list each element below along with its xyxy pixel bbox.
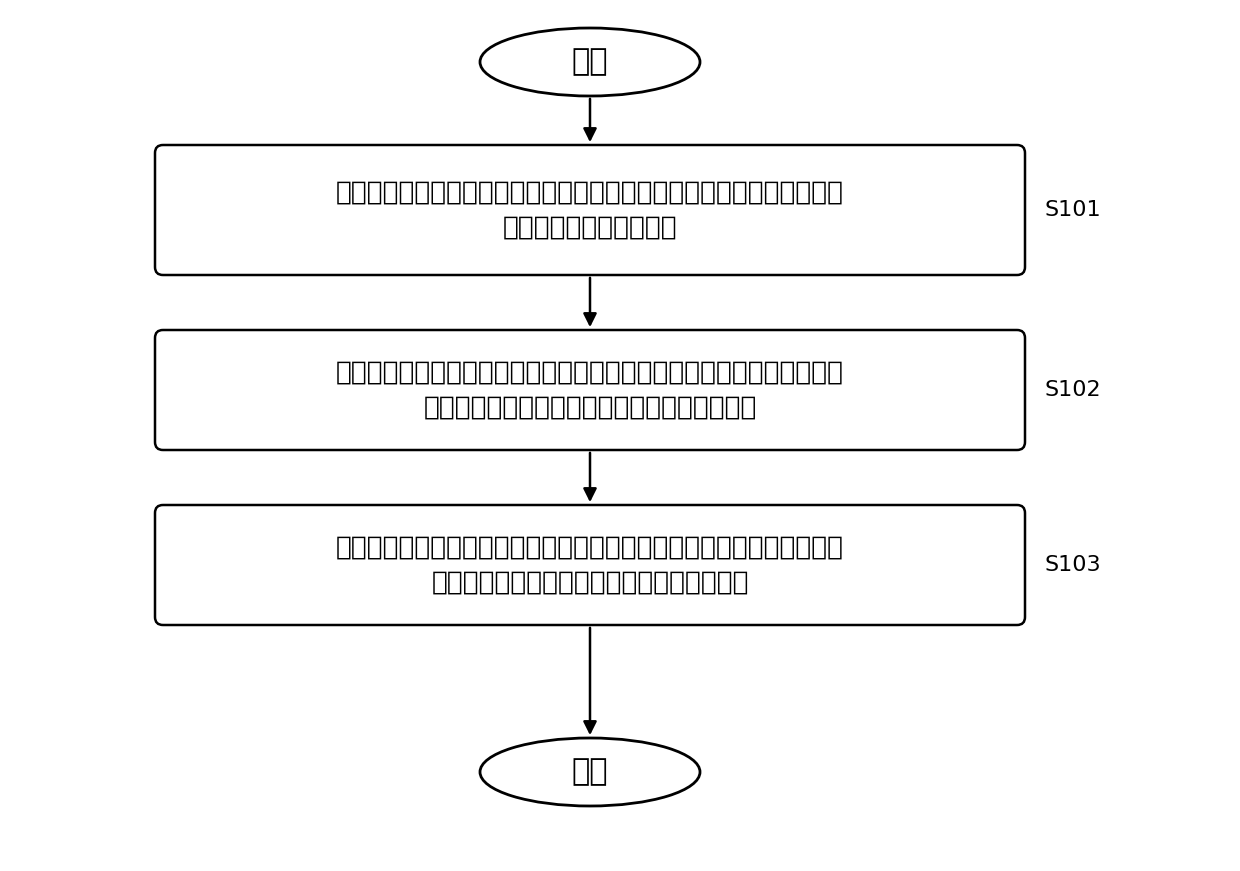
Text: 开始: 开始 bbox=[572, 48, 609, 77]
Text: 以预设的电流排布约束条件、电流值集合和高度排布方案为依据进行电流: 以预设的电流排布约束条件、电流值集合和高度排布方案为依据进行电流 bbox=[336, 535, 844, 561]
FancyBboxPatch shape bbox=[155, 330, 1025, 450]
Text: 度排布处理，得到多个电气回路的高度排布方案: 度排布处理，得到多个电气回路的高度排布方案 bbox=[423, 394, 756, 420]
Text: 获取多个电气回路的回路高度值集合、多个电气回路的电流值集合以及每: 获取多个电气回路的回路高度值集合、多个电气回路的电流值集合以及每 bbox=[336, 180, 844, 206]
Text: 以预设的高度排布约束条件、回路高度值集合、容器高度值为依据进行高: 以预设的高度排布约束条件、回路高度值集合、容器高度值为依据进行高 bbox=[336, 360, 844, 386]
Text: S102: S102 bbox=[1045, 380, 1101, 400]
Text: S103: S103 bbox=[1045, 555, 1101, 575]
Text: 个回路容器的容器高度值: 个回路容器的容器高度值 bbox=[502, 214, 677, 240]
FancyBboxPatch shape bbox=[155, 145, 1025, 275]
Ellipse shape bbox=[480, 28, 701, 96]
Text: 结束: 结束 bbox=[572, 758, 609, 787]
FancyBboxPatch shape bbox=[155, 505, 1025, 625]
Ellipse shape bbox=[480, 738, 701, 806]
Text: 排布处理，得到多个电气回路的最终排布方案: 排布处理，得到多个电气回路的最终排布方案 bbox=[432, 569, 749, 595]
Text: S101: S101 bbox=[1045, 200, 1101, 220]
